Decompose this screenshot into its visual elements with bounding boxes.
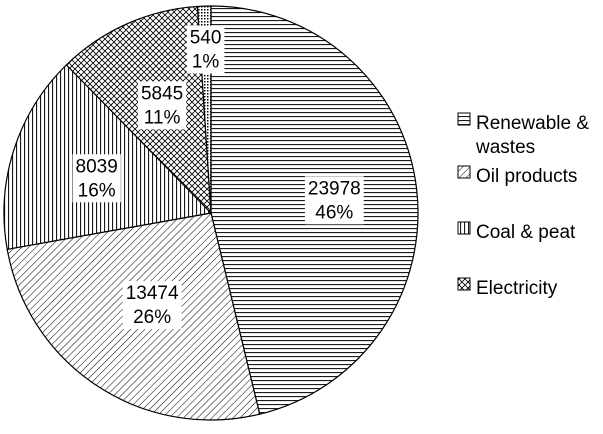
- data-label-percent: 26%: [133, 307, 171, 328]
- legend-label-oil-products: Oil products: [476, 166, 577, 187]
- data-label-coal-peat: 8039 16%: [72, 154, 121, 203]
- legend-label-renewable-wastes: Renewable &: [476, 113, 589, 134]
- data-label-percent: 11%: [144, 107, 181, 128]
- data-label-value: 13474: [126, 283, 179, 304]
- data-label-percent: 16%: [78, 180, 116, 201]
- legend-label-renewable-wastes: wastes: [475, 137, 535, 158]
- legend-label-coal-peat: Coal & peat: [476, 222, 576, 243]
- data-label-oil-products: 13474 26%: [122, 281, 182, 330]
- data-label-value: 5845: [141, 83, 183, 104]
- data-label-electricity: 5845 11%: [137, 81, 187, 130]
- legend-swatch-renewable-wastes: [457, 112, 471, 126]
- data-label-percent: 46%: [315, 202, 353, 223]
- data-label-value: 23978: [308, 178, 361, 199]
- data-label-percent: 1%: [192, 51, 220, 72]
- legend-swatch-coal-peat: [457, 221, 471, 235]
- legend-swatch-oil-products: [457, 165, 471, 179]
- legend-swatch-electricity: [457, 277, 471, 291]
- data-label-value: 8039: [76, 156, 118, 177]
- data-label-value: 540: [190, 27, 222, 48]
- legend: Renewable & wastes Oil products Coal & peat…: [457, 112, 589, 299]
- legend-label-electricity: Electricity: [476, 278, 558, 299]
- data-label-renewable-wastes: 23978 46%: [304, 176, 364, 225]
